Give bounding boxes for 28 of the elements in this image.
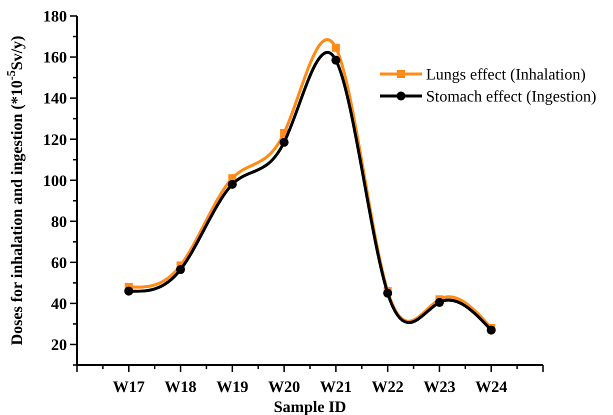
x-tick-label: W24 [475, 379, 508, 396]
legend-label: Stomach effect (Ingestion) [426, 88, 596, 106]
point [332, 44, 340, 52]
point [331, 56, 340, 65]
point [228, 180, 237, 189]
point [486, 326, 496, 335]
y-tick-label: 180 [43, 8, 67, 26]
x-tick-label: W20 [268, 379, 300, 396]
x-tick-label: W18 [164, 379, 197, 396]
legend-label: Lungs effect (Inhalation) [426, 66, 586, 84]
y-tick-label: 120 [43, 132, 67, 149]
y-tick-label: 40 [51, 296, 67, 314]
point [434, 298, 444, 307]
point [280, 138, 289, 147]
y-tick-label: 20 [51, 337, 67, 354]
x-tick-label: W23 [423, 379, 456, 396]
y-tick-label: 100 [43, 172, 67, 190]
x-tick-label: W19 [216, 379, 248, 396]
x-tick-label: W17 [112, 379, 145, 396]
point [383, 288, 392, 298]
x-tick-label: W21 [320, 379, 352, 396]
y-tick-label: 160 [43, 50, 67, 67]
point [176, 265, 186, 274]
y-tick-label: 80 [51, 214, 67, 231]
y-tick-label: 140 [43, 90, 67, 108]
x-tick-label: W22 [372, 379, 404, 396]
point [124, 286, 134, 296]
y-tick-label: 60 [51, 254, 67, 272]
